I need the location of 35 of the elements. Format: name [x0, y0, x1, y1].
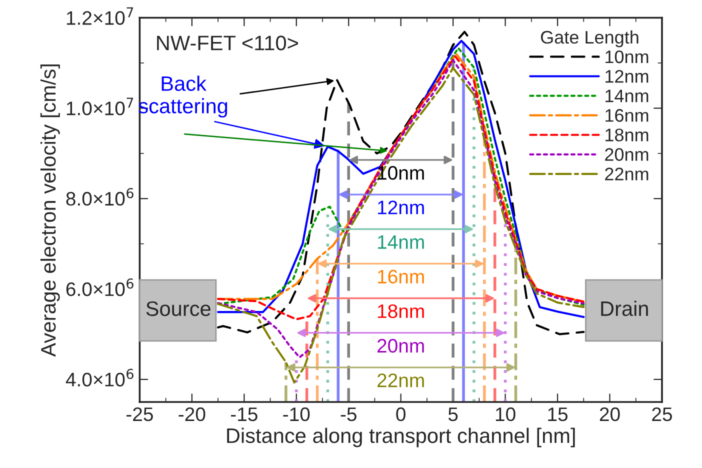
legend-label: 10nm	[606, 50, 648, 64]
legend-label: 18nm	[606, 128, 648, 142]
legend-label: 14nm	[606, 90, 648, 102]
y-axis-title: Average electron velocity [cm/s]	[40, 64, 60, 357]
annotation: NW-FET <110>	[157, 36, 298, 50]
x-tick-label: 20	[600, 407, 620, 422]
annotation: 22nm	[378, 374, 424, 388]
annotation: 16nm	[378, 270, 424, 284]
y-tick-label: 4.0×10$^{6}$	[66, 368, 134, 386]
y-tick-label: 1.2×10$^{7}$	[66, 7, 134, 25]
annotation: 18nm	[378, 304, 424, 318]
x-tick-label: -10	[283, 407, 310, 422]
annotation: 20nm	[378, 338, 424, 353]
x-tick-label: -20	[178, 407, 206, 422]
x-tick-label: -5	[340, 408, 356, 422]
x-tick-label: -15	[230, 408, 258, 422]
annotation: 12nm	[378, 200, 424, 214]
legend-label: 12nm	[606, 70, 648, 83]
x-tick-label: 5	[448, 408, 458, 422]
legend-label: 16nm	[606, 109, 648, 122]
y-tick-label: 6.0×10$^{6}$	[66, 278, 134, 296]
x-tick-label: -25	[126, 407, 153, 422]
annotation: 14nm	[378, 235, 424, 249]
annotation: Source	[146, 301, 210, 316]
x-tick-label: 10	[496, 407, 516, 422]
x-axis-title: Distance along transport channel [nm]	[227, 428, 575, 448]
legend-title: Gate Length	[540, 30, 638, 48]
y-tick-label: 8.0×10$^{6}$	[66, 188, 134, 206]
y-tick-label: 1.0×10$^{7}$	[66, 98, 134, 116]
x-tick-label: 0	[396, 407, 406, 422]
x-tick-label: 25	[652, 407, 672, 422]
legend-label: 22nm	[605, 168, 648, 180]
x-tick-label: 15	[548, 408, 568, 422]
annotation: Drain	[601, 300, 648, 316]
legend-label: 20nm	[605, 148, 648, 161]
